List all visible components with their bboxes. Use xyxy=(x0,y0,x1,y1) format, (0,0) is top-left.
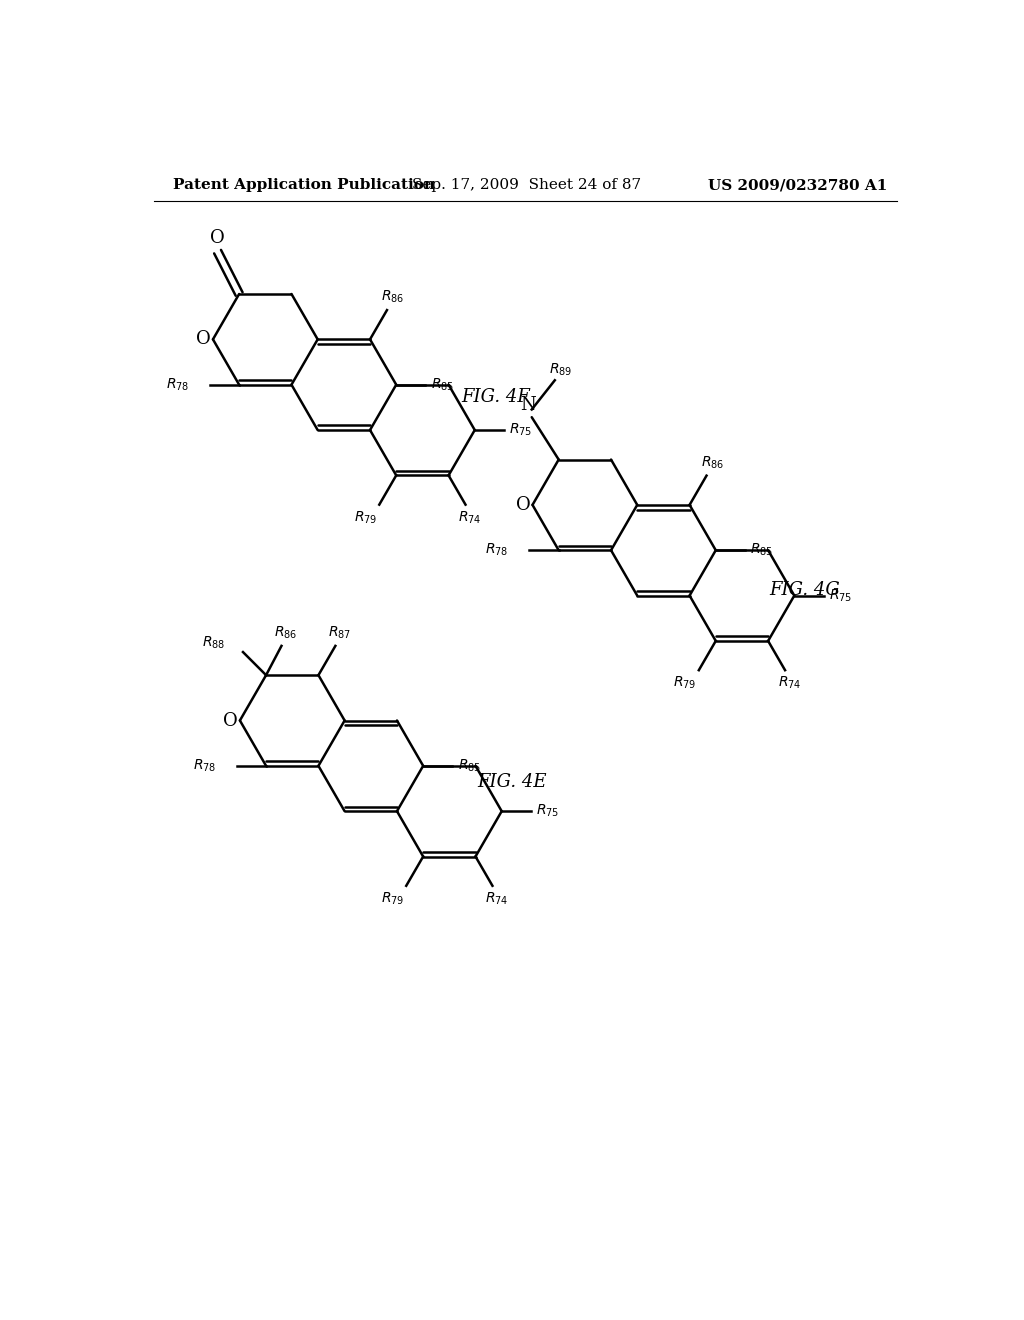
Text: O: O xyxy=(197,330,211,348)
Text: O: O xyxy=(516,496,530,513)
Text: $R_{\mathregular{86}}$: $R_{\mathregular{86}}$ xyxy=(701,454,724,471)
Text: $R_{\mathregular{78}}$: $R_{\mathregular{78}}$ xyxy=(193,758,216,774)
Text: FIG. 4G: FIG. 4G xyxy=(770,581,841,598)
Text: $R_{\mathregular{74}}$: $R_{\mathregular{74}}$ xyxy=(485,891,509,907)
Text: $R_{\mathregular{75}}$: $R_{\mathregular{75}}$ xyxy=(537,803,559,820)
Text: $R_{\mathregular{78}}$: $R_{\mathregular{78}}$ xyxy=(166,376,189,393)
Text: N: N xyxy=(520,396,536,414)
Text: $R_{\mathregular{79}}$: $R_{\mathregular{79}}$ xyxy=(353,510,377,525)
Text: $R_{\mathregular{86}}$: $R_{\mathregular{86}}$ xyxy=(273,624,297,642)
Text: $R_{\mathregular{74}}$: $R_{\mathregular{74}}$ xyxy=(459,510,482,525)
Text: $R_{\mathregular{79}}$: $R_{\mathregular{79}}$ xyxy=(674,675,696,692)
Text: $R_{\mathregular{86}}$: $R_{\mathregular{86}}$ xyxy=(382,289,404,305)
Text: $R_{\mathregular{74}}$: $R_{\mathregular{74}}$ xyxy=(778,675,802,692)
Text: O: O xyxy=(210,228,225,247)
Text: $R_{\mathregular{89}}$: $R_{\mathregular{89}}$ xyxy=(549,362,572,378)
Text: $R_{\mathregular{87}}$: $R_{\mathregular{87}}$ xyxy=(329,624,351,642)
Text: $R_{\mathregular{85}}$: $R_{\mathregular{85}}$ xyxy=(458,758,481,774)
Text: $R_{\mathregular{85}}$: $R_{\mathregular{85}}$ xyxy=(431,376,454,393)
Text: $R_{\mathregular{88}}$: $R_{\mathregular{88}}$ xyxy=(202,635,225,651)
Text: O: O xyxy=(223,711,238,730)
Text: $R_{\mathregular{78}}$: $R_{\mathregular{78}}$ xyxy=(485,543,509,558)
Text: Patent Application Publication: Patent Application Publication xyxy=(173,178,435,193)
Text: $R_{\mathregular{75}}$: $R_{\mathregular{75}}$ xyxy=(509,422,532,438)
Text: US 2009/0232780 A1: US 2009/0232780 A1 xyxy=(708,178,888,193)
Text: $R_{\mathregular{75}}$: $R_{\mathregular{75}}$ xyxy=(828,587,852,603)
Text: $R_{\mathregular{79}}$: $R_{\mathregular{79}}$ xyxy=(381,891,404,907)
Text: $R_{\mathregular{85}}$: $R_{\mathregular{85}}$ xyxy=(751,543,773,558)
Text: FIG. 4F: FIG. 4F xyxy=(462,388,530,407)
Text: FIG. 4E: FIG. 4E xyxy=(477,774,547,791)
Text: Sep. 17, 2009  Sheet 24 of 87: Sep. 17, 2009 Sheet 24 of 87 xyxy=(412,178,641,193)
